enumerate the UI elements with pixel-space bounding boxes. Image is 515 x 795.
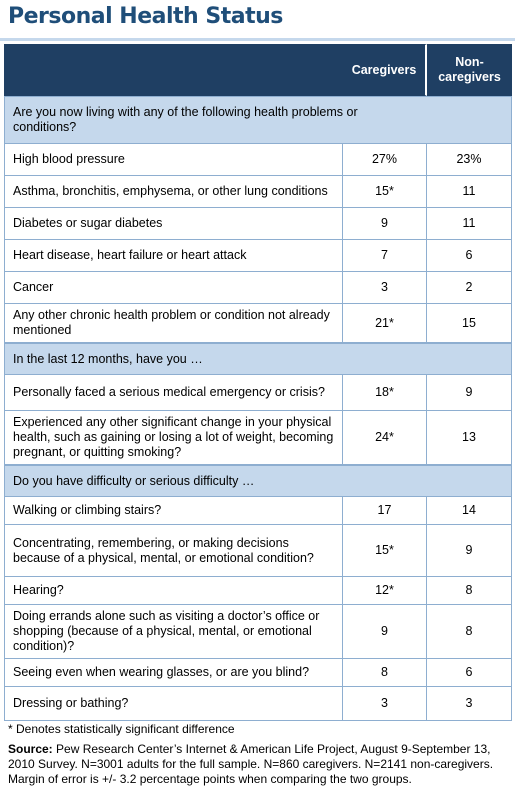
section-heading: Are you now living with any of the follo… — [4, 96, 512, 144]
noncaregivers-header-line1: Non- — [455, 55, 484, 69]
caregivers-value: 18* — [342, 375, 427, 411]
caregivers-value: 3 — [342, 687, 427, 721]
caregivers-value: 24* — [342, 411, 427, 465]
section-heading: Do you have difficulty or serious diffic… — [4, 465, 512, 497]
question-cell: Personally faced a serious medical emerg… — [4, 375, 342, 411]
section-header-row: Are you now living with any of the follo… — [4, 96, 512, 144]
noncaregivers-value: 8 — [427, 577, 512, 605]
noncaregivers-value: 8 — [427, 605, 512, 659]
noncaregivers-value: 3 — [427, 687, 512, 721]
caregivers-value: 9 — [342, 605, 427, 659]
noncaregivers-value: 14 — [427, 497, 512, 525]
caregivers-value: 21* — [342, 304, 427, 343]
caregivers-value: 17 — [342, 497, 427, 525]
table-row: Personally faced a serious medical emerg… — [4, 375, 512, 411]
caregivers-value: 15* — [342, 176, 427, 208]
significance-footnote: * Denotes statistically significant diff… — [8, 722, 235, 736]
table-row: Walking or climbing stairs? 17 14 — [4, 497, 512, 525]
question-cell: Asthma, bronchitis, emphysema, or other … — [4, 176, 342, 208]
caregivers-value: 27% — [342, 144, 427, 176]
noncaregivers-value: 13 — [427, 411, 512, 465]
title-divider — [0, 38, 515, 41]
section-heading: In the last 12 months, have you … — [4, 343, 512, 375]
question-cell: Any other chronic health problem or cond… — [4, 304, 342, 343]
table-row: High blood pressure 27% 23% — [4, 144, 512, 176]
question-cell: Diabetes or sugar diabetes — [4, 208, 342, 240]
noncaregivers-value: 9 — [427, 375, 512, 411]
source-label: Source: — [8, 742, 53, 756]
table-row: Cancer 3 2 — [4, 272, 512, 304]
caregivers-value: 7 — [342, 240, 427, 272]
noncaregivers-value: 6 — [427, 240, 512, 272]
table-row: Dressing or bathing? 3 3 — [4, 687, 512, 721]
source-note: Source: Pew Research Center’s Internet &… — [8, 742, 508, 787]
question-cell: Seeing even when wearing glasses, or are… — [4, 659, 342, 687]
noncaregivers-header-line2: caregivers — [438, 70, 501, 84]
table-row: Diabetes or sugar diabetes 9 11 — [4, 208, 512, 240]
caregivers-value: 8 — [342, 659, 427, 687]
caregivers-column-header: Caregivers — [342, 44, 427, 96]
question-cell: Hearing? — [4, 577, 342, 605]
question-cell: Cancer — [4, 272, 342, 304]
table-row: Doing errands alone such as visiting a d… — [4, 605, 512, 659]
table-header-row: Caregivers Non- caregivers — [4, 44, 512, 96]
question-cell: Heart disease, heart failure or heart at… — [4, 240, 342, 272]
noncaregivers-value: 9 — [427, 525, 512, 577]
table-row: Seeing even when wearing glasses, or are… — [4, 659, 512, 687]
noncaregivers-column-header: Non- caregivers — [427, 44, 512, 96]
section-header-row: In the last 12 months, have you … — [4, 343, 512, 375]
caregivers-value: 12* — [342, 577, 427, 605]
question-cell: Experienced any other significant change… — [4, 411, 342, 465]
table-row: Any other chronic health problem or cond… — [4, 304, 512, 343]
table-row: Heart disease, heart failure or heart at… — [4, 240, 512, 272]
table-row: Asthma, bronchitis, emphysema, or other … — [4, 176, 512, 208]
table-row: Hearing? 12* 8 — [4, 577, 512, 605]
noncaregivers-value: 23% — [427, 144, 512, 176]
question-column-header — [4, 44, 342, 96]
question-cell: High blood pressure — [4, 144, 342, 176]
noncaregivers-value: 2 — [427, 272, 512, 304]
page-title: Personal Health Status — [8, 4, 283, 29]
noncaregivers-value: 11 — [427, 176, 512, 208]
table-row: Concentrating, remembering, or making de… — [4, 525, 512, 577]
question-cell: Walking or climbing stairs? — [4, 497, 342, 525]
noncaregivers-value: 11 — [427, 208, 512, 240]
noncaregivers-value: 15 — [427, 304, 512, 343]
caregivers-value: 9 — [342, 208, 427, 240]
question-cell: Concentrating, remembering, or making de… — [4, 525, 342, 577]
health-status-table: Caregivers Non- caregivers Are you now l… — [4, 44, 512, 721]
source-text: Pew Research Center’s Internet & America… — [8, 742, 494, 786]
noncaregivers-value: 6 — [427, 659, 512, 687]
caregivers-value: 3 — [342, 272, 427, 304]
caregivers-value: 15* — [342, 525, 427, 577]
table-row: Experienced any other significant change… — [4, 411, 512, 465]
section-header-row: Do you have difficulty or serious diffic… — [4, 465, 512, 497]
question-cell: Doing errands alone such as visiting a d… — [4, 605, 342, 659]
question-cell: Dressing or bathing? — [4, 687, 342, 721]
